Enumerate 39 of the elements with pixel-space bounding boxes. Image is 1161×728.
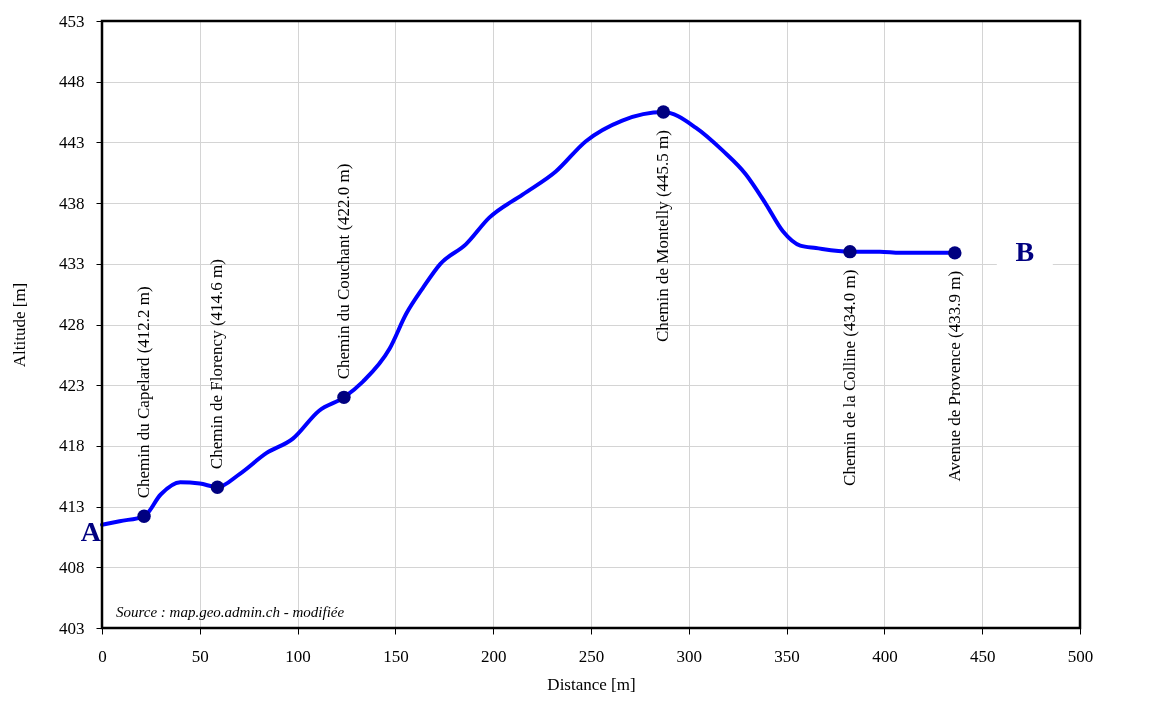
annotation: Source : map.geo.admin.ch - modifiée — [116, 604, 345, 620]
y-tick-label: 443 — [59, 132, 85, 152]
x-tick-label: 500 — [1067, 646, 1094, 666]
point — [337, 390, 351, 405]
point — [948, 246, 962, 260]
annotation: B — [1015, 235, 1035, 267]
y-tick-label: 418 — [59, 436, 85, 456]
point — [210, 480, 225, 494]
y-tick-label: 438 — [59, 193, 85, 213]
x-tick-label: 100 — [285, 646, 311, 666]
y-axis-title: Altitude [m] — [10, 282, 29, 368]
annotation: Chemin du Couchant (422.0 m) — [333, 163, 353, 380]
annotation: Chemin de Montelly (445.5 m) — [653, 130, 673, 343]
annotation: Chemin du Capelard (412.2 m) — [134, 286, 154, 499]
y-tick-label: 433 — [59, 254, 85, 274]
x-tick-label: 400 — [872, 646, 898, 666]
y-tick-label: 453 — [59, 11, 85, 31]
x-tick-label: 200 — [480, 646, 507, 666]
y-tick-label: 423 — [59, 375, 85, 395]
annotation: Avenue de Provence (433.9 m) — [944, 270, 964, 482]
x-tick-label: 50 — [191, 646, 209, 666]
point — [137, 509, 151, 524]
x-tick-label: 300 — [676, 646, 703, 666]
y-tick-label: 413 — [59, 497, 85, 517]
point — [656, 105, 671, 119]
y-tick-label: 403 — [59, 618, 85, 638]
y-tick-label: 408 — [59, 557, 85, 577]
x-axis-title: Distance [m] — [547, 674, 636, 694]
x-tick-label: 250 — [578, 646, 605, 666]
y-tick-label: 448 — [59, 72, 85, 92]
annotation: A — [80, 515, 102, 547]
annotation: Chemin de la Colline (434.0 m) — [839, 269, 859, 486]
x-tick-label: 350 — [774, 646, 800, 666]
point — [843, 244, 857, 259]
x-tick-label: 450 — [969, 646, 996, 666]
annotation: Chemin de Florency (414.6 m) — [207, 259, 227, 470]
y-tick-label: 428 — [59, 315, 85, 334]
x-tick-label: 150 — [383, 646, 409, 666]
x-tick-label: 0 — [98, 646, 107, 666]
